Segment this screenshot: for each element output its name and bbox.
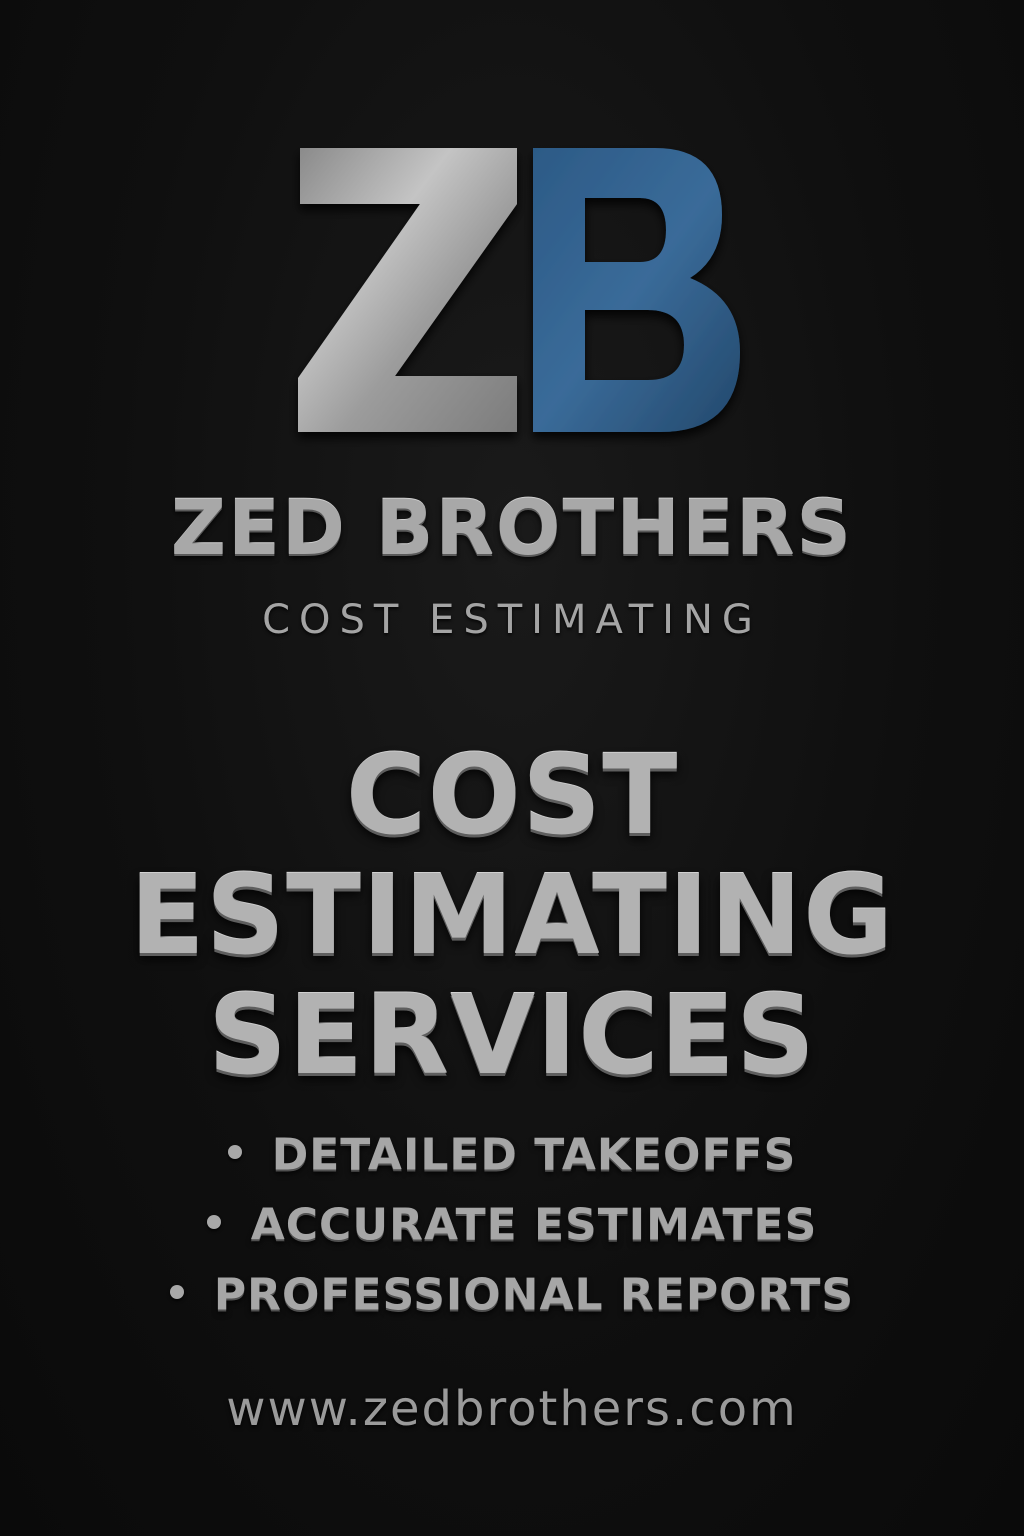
b-letter-shape <box>533 148 740 432</box>
headline: COST ESTIMATING SERVICES <box>0 735 1024 1095</box>
bullet-icon <box>227 1144 242 1159</box>
feature-item: PROFESSIONAL REPORTS <box>0 1260 1024 1330</box>
website-url: www.zedbrothers.com <box>226 1381 798 1437</box>
brand-tagline: COST ESTIMATING <box>262 597 762 643</box>
bullet-icon <box>169 1284 184 1299</box>
headline-line-2: ESTIMATING <box>129 851 895 979</box>
brand-name: ZED BROTHERS <box>170 483 854 572</box>
feature-text: DETAILED TAKEOFFS <box>271 1129 797 1181</box>
feature-item: DETAILED TAKEOFFS <box>0 1120 1024 1190</box>
feature-text: ACCURATE ESTIMATES <box>250 1199 818 1251</box>
feature-item: ACCURATE ESTIMATES <box>0 1190 1024 1260</box>
zb-monogram-logo <box>0 140 1024 450</box>
headline-line-3: SERVICES <box>207 971 817 1099</box>
z-letter-shape <box>298 148 517 432</box>
monogram-svg <box>298 148 740 432</box>
feature-list: DETAILED TAKEOFFS ACCURATE ESTIMATES PRO… <box>0 1120 1024 1330</box>
headline-line-1: COST <box>345 731 679 859</box>
bullet-icon <box>206 1214 221 1229</box>
feature-text: PROFESSIONAL REPORTS <box>213 1269 855 1321</box>
